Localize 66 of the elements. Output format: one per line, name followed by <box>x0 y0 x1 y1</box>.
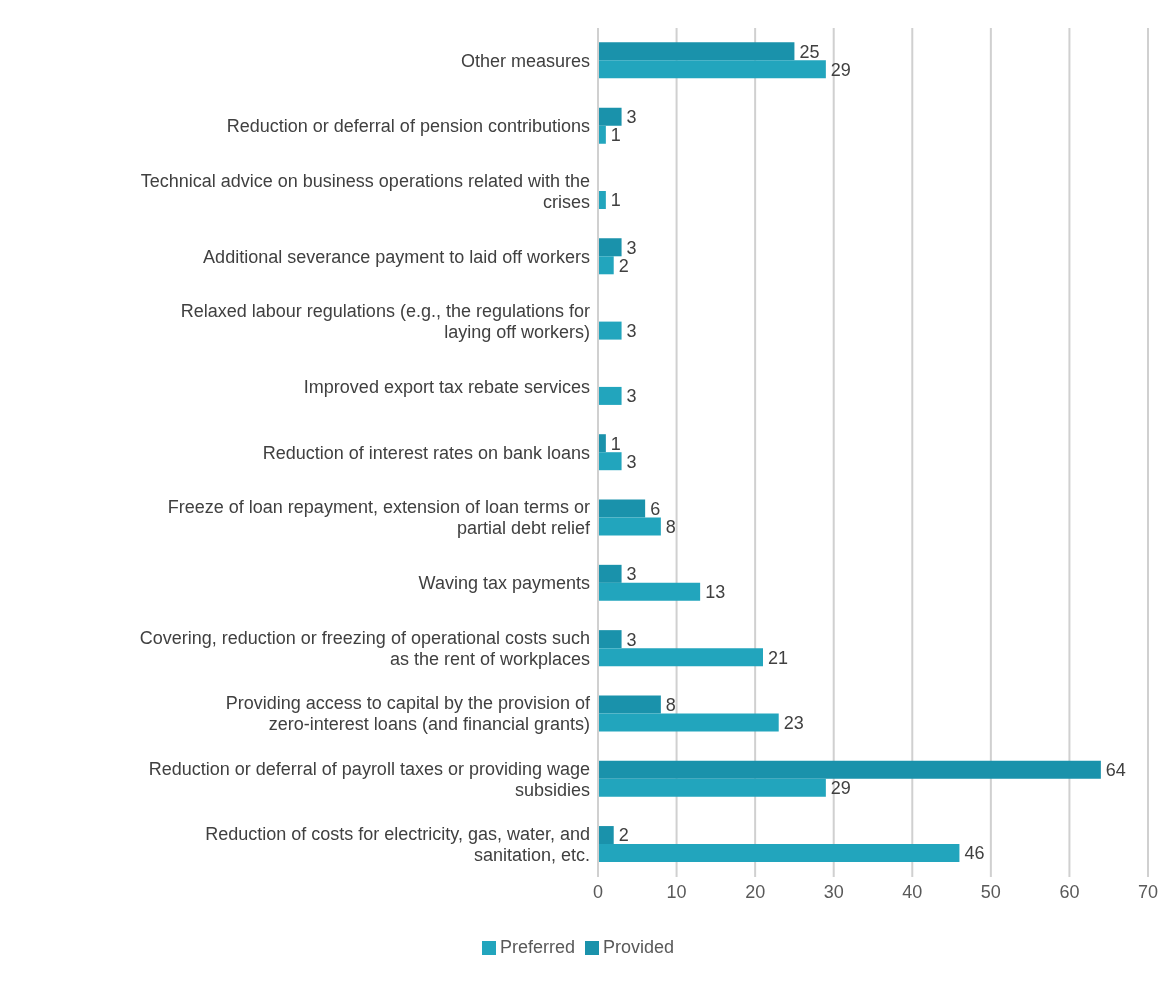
y-tick-label: Technical advice on business operations related with the crises <box>140 170 590 212</box>
data-label: 3 <box>626 237 637 258</box>
y-tick-label: Waving tax payments <box>418 573 590 594</box>
data-label: 29 <box>830 59 851 80</box>
data-label: 46 <box>964 843 985 864</box>
data-label: 3 <box>626 320 637 341</box>
y-tick-label: Relaxed labour regulations (e.g., the regulations for laying off workers) <box>180 301 590 343</box>
data-label: 25 <box>799 41 820 62</box>
data-label: 1 <box>610 433 621 454</box>
legend-label: Preferred <box>499 937 575 957</box>
data-label: 1 <box>610 125 621 146</box>
y-tick-label: Covering, reduction or freezing of operational costs such as the rent of workplaces <box>139 627 590 669</box>
y-tick-label: Additional severance payment to laid off workers <box>203 246 590 267</box>
data-label: 3 <box>626 629 637 650</box>
bar <box>598 42 795 61</box>
data-label: 8 <box>665 516 676 537</box>
x-tick-label: 0 <box>592 881 604 902</box>
x-tick-label: 50 <box>980 881 1001 902</box>
data-label: 3 <box>626 107 637 128</box>
bar <box>598 517 661 536</box>
x-tick-label: 10 <box>666 881 687 902</box>
data-label: 3 <box>626 564 637 585</box>
bar <box>598 499 646 518</box>
bar <box>598 648 763 667</box>
y-tick-label: Providing access to capital by the provision of zero-interest loans (and financial grants) <box>225 693 591 735</box>
x-tick-label: 20 <box>745 881 766 902</box>
x-tick-label: 60 <box>1059 881 1080 902</box>
bar <box>598 60 826 79</box>
y-tick-label: Improved export tax rebate services <box>303 377 590 398</box>
data-label: 2 <box>618 255 629 276</box>
data-label: 13 <box>705 582 726 603</box>
y-tick-label: Reduction or deferral of pension contributions <box>226 115 590 136</box>
data-label: 3 <box>626 386 637 407</box>
bar <box>598 452 622 471</box>
y-tick-label: Reduction of costs for electricity, gas, water, and sanitation, etc. <box>205 823 590 865</box>
bar <box>598 844 960 863</box>
bar <box>598 321 622 340</box>
bar <box>598 695 661 714</box>
bar <box>598 107 622 126</box>
bar <box>598 238 622 257</box>
bar <box>598 826 614 845</box>
data-label: 8 <box>665 694 676 715</box>
bar <box>598 713 779 732</box>
y-tick-label: Freeze of loan repayment, extension of loan terms or partial debt relief <box>167 497 591 539</box>
y-tick-label: Reduction of interest rates on bank loans <box>262 442 590 463</box>
data-label: 2 <box>618 825 629 846</box>
legend-label: Provided <box>603 937 675 957</box>
data-label: 23 <box>783 712 804 733</box>
bar <box>598 630 622 649</box>
bar <box>598 256 614 275</box>
data-label: 6 <box>650 498 661 519</box>
data-label: 1 <box>610 190 621 211</box>
x-tick-label: 40 <box>902 881 923 902</box>
data-label: 21 <box>768 647 789 668</box>
y-tick-label: Reduction or deferral of payroll taxes or providing wage subsidies <box>148 758 590 800</box>
bar <box>598 564 622 583</box>
bar <box>598 778 826 797</box>
bar <box>598 760 1101 779</box>
bar <box>598 582 701 601</box>
data-label: 29 <box>830 778 851 799</box>
data-label: 3 <box>626 451 637 472</box>
x-tick-label: 30 <box>823 881 844 902</box>
data-label: 64 <box>1105 760 1126 781</box>
bar <box>598 386 622 405</box>
x-tick-label: 70 <box>1137 881 1159 902</box>
y-tick-label: Other measures <box>460 50 590 71</box>
